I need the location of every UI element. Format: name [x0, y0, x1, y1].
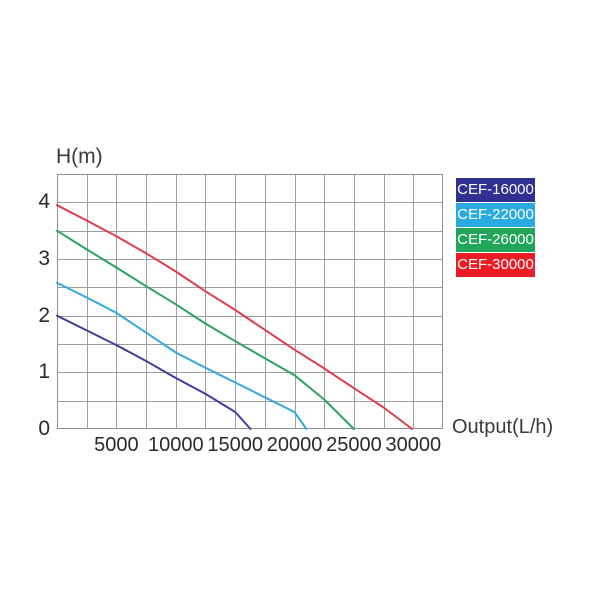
- x-tick-label-10000: 10000: [147, 434, 204, 456]
- y-tick-label-3: 3: [38, 247, 50, 270]
- x-axis-label: Output(L/h): [452, 416, 554, 438]
- series-line-CEF-30000: [56, 204, 414, 430]
- legend-item-CEF-30000: CEF-30000: [456, 253, 535, 277]
- y-tick-label-1: 1: [38, 360, 50, 384]
- legend: CEF-16000 CEF-22000 CEF-26000 CEF-30000: [456, 178, 535, 277]
- legend-item-CEF-16000: CEF-16000: [456, 178, 535, 202]
- y-tick-label-0: 0: [38, 417, 50, 440]
- legend-item-CEF-26000: CEF-26000: [456, 228, 535, 252]
- y-tick-label-2: 2: [38, 303, 50, 327]
- gridlines: [57, 174, 443, 429]
- series-line-CEF-26000: [56, 229, 355, 430]
- x-tick-label-20000: 20000: [266, 434, 323, 456]
- x-tick-label-25000: 25000: [326, 434, 382, 456]
- y-axis-label: H(m): [56, 145, 103, 168]
- legend-item-CEF-22000: CEF-22000: [456, 203, 535, 227]
- series-line-CEF-16000: [56, 314, 252, 430]
- x-tick-label-5000: 5000: [94, 434, 139, 456]
- x-tick-label-30000: 30000: [385, 434, 442, 456]
- x-tick-label-15000: 15000: [207, 434, 263, 456]
- series-line-CEF-22000: [56, 281, 308, 430]
- y-tick-label-4: 4: [38, 190, 50, 214]
